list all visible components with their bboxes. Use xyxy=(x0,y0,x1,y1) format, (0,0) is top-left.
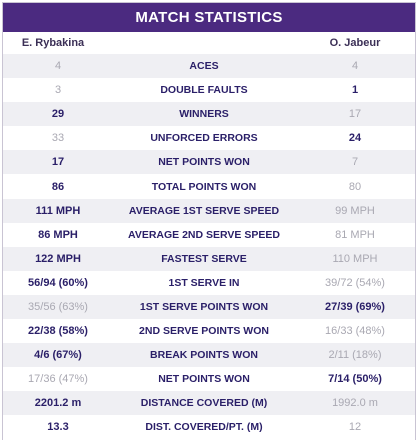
stat-right-value: 7 xyxy=(351,156,359,169)
player-left-name: E. Rybakina xyxy=(21,37,85,49)
stat-label: NET POINTS WON xyxy=(158,156,250,169)
stat-label: FASTEST SERVE xyxy=(161,252,247,265)
stat-row: 86 TOTAL POINTS WON 80 xyxy=(3,174,415,199)
panel-title: MATCH STATISTICS xyxy=(3,3,415,32)
stat-right-value: 81 MPH xyxy=(335,228,375,241)
stat-row: 3 DOUBLE FAULTS 1 xyxy=(3,78,415,103)
stat-left-value: 33 xyxy=(51,132,65,145)
stat-right-value: 1992.0 m xyxy=(332,397,378,410)
stat-right-value: 17 xyxy=(348,108,362,121)
stat-label: DISTANCE COVERED (M) xyxy=(140,397,268,410)
stat-row: 111 MPH AVERAGE 1ST SERVE SPEED 99 MPH xyxy=(3,198,415,223)
stat-left-value: 4 xyxy=(54,60,62,73)
stat-row: 33 UNFORCED ERRORS 24 xyxy=(3,126,415,151)
stat-right-value: 24 xyxy=(348,132,362,145)
stat-row: 122 MPH FASTEST SERVE 110 MPH xyxy=(3,246,415,271)
stat-label: AVERAGE 2ND SERVE SPEED xyxy=(128,228,280,241)
stat-row: 29 WINNERS 17 xyxy=(3,102,415,127)
stat-right-value: 16/33 (48%) xyxy=(325,325,385,338)
stat-left-value: 86 MPH xyxy=(38,228,78,241)
stat-left-value: 13.3 xyxy=(47,421,69,434)
stat-row: 4 ACES 4 xyxy=(3,54,415,79)
stat-left-value: 3 xyxy=(54,84,62,97)
stat-row: 17/36 (47%) NET POINTS WON 7/14 (50%) xyxy=(3,367,415,392)
player-header: E. Rybakina O. Jabeur xyxy=(3,32,415,54)
stat-right-value: 99 MPH xyxy=(335,204,375,217)
stat-row: 35/56 (63%) 1ST SERVE POINTS WON 27/39 (69… xyxy=(3,294,415,320)
stat-left-value: 22/38 (58%) xyxy=(28,325,88,338)
stat-right-value: 1 xyxy=(351,84,359,97)
stat-label: UNFORCED ERRORS xyxy=(150,132,258,145)
stat-left-value: 2201.2 m xyxy=(34,397,82,410)
stat-left-value: 86 xyxy=(51,180,65,193)
stat-right-value: 27/39 (69%) xyxy=(325,300,385,313)
stat-right-value: 110 MPH xyxy=(332,252,378,265)
stat-left-value: 56/94 (60%) xyxy=(28,276,88,289)
stat-row: 4/6 (67%) BREAK POINTS WON 2/11 (18%) xyxy=(3,343,415,368)
stat-label: TOTAL POINTS WON xyxy=(151,180,257,193)
stat-right-value: 2/11 (18%) xyxy=(328,349,382,362)
stat-left-value: 35/56 (63%) xyxy=(28,300,88,313)
stat-label: ACES xyxy=(189,60,219,73)
stat-label: 2ND SERVE POINTS WON xyxy=(139,325,269,338)
stat-label: DOUBLE FAULTS xyxy=(160,84,248,97)
stat-label: DIST. COVERED/PT. (M) xyxy=(145,421,263,434)
stat-label: WINNERS xyxy=(179,108,229,121)
player-right-name: O. Jabeur xyxy=(329,37,381,49)
stat-left-value: 17/36 (47%) xyxy=(28,373,88,386)
stat-right-value: 7/14 (50%) xyxy=(328,373,382,386)
stat-row: 86 MPH AVERAGE 2ND SERVE SPEED 81 MPH xyxy=(3,222,415,247)
stat-right-value: 39/72 (54%) xyxy=(325,276,385,289)
stat-left-value: 17 xyxy=(51,156,65,169)
stat-left-value: 29 xyxy=(51,108,65,121)
stat-right-value: 12 xyxy=(348,421,362,434)
stat-row: 2201.2 m DISTANCE COVERED (M) 1992.0 m xyxy=(3,391,415,416)
stat-label: AVERAGE 1ST SERVE SPEED xyxy=(128,204,280,217)
stat-row: 56/94 (60%) 1ST SERVE IN 39/72 (54%) xyxy=(3,270,415,295)
stat-label: NET POINTS WON xyxy=(158,373,250,386)
stat-label: 1ST SERVE IN xyxy=(168,276,240,289)
stat-left-value: 111 MPH xyxy=(35,204,81,217)
stat-label: 1ST SERVE POINTS WON xyxy=(139,300,269,313)
stat-right-value: 80 xyxy=(348,180,362,193)
stats-table: 4 ACES 4 3 DOUBLE FAULTS 1 29 WINNERS 17 33 UNFORC… xyxy=(3,54,415,440)
stat-left-value: 4/6 (67%) xyxy=(34,349,82,362)
stat-row: 13.3 DIST. COVERED/PT. (M) 12 xyxy=(3,415,415,440)
match-statistics-panel: MATCH STATISTICS E. Rybakina O. Jabeur 4… xyxy=(2,2,416,440)
stat-left-value: 122 MPH xyxy=(35,252,81,265)
stat-right-value: 4 xyxy=(351,60,359,73)
stat-row: 22/38 (58%) 2ND SERVE POINTS WON 16/33 (48… xyxy=(3,319,415,344)
stat-row: 17 NET POINTS WON 7 xyxy=(3,150,415,175)
stat-label: BREAK POINTS WON xyxy=(150,349,258,362)
